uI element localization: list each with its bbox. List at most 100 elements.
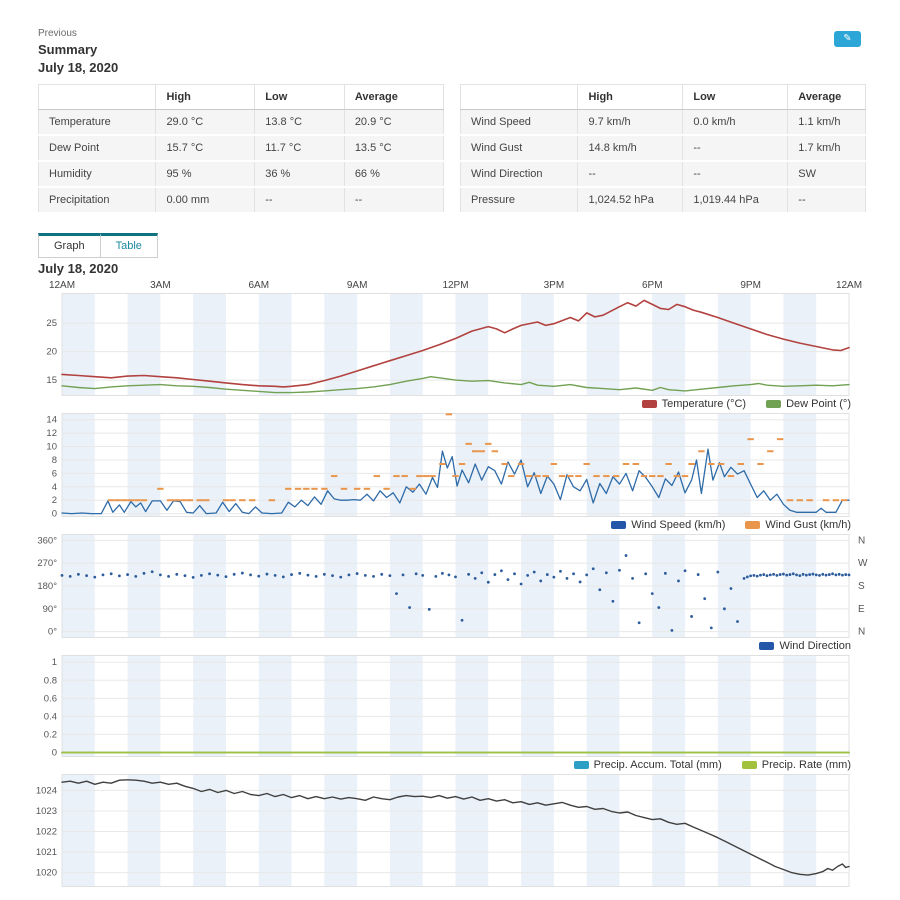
table-row: Wind Speed 9.7 km/h 0.0 km/h 1.1 km/h: [460, 109, 866, 135]
time-axis-label: 12AM: [835, 280, 863, 291]
summary-table-header-cell: Low: [682, 84, 788, 110]
row-value: 0.0 km/h: [682, 109, 788, 135]
wind-plot: 0 2 4 6 8 10 12 14: [46, 413, 850, 517]
svg-text:E: E: [858, 604, 865, 615]
svg-text:1022: 1022: [36, 827, 57, 838]
row-value: --: [787, 187, 866, 213]
summary-table-right: High Low Average Wind Speed 9.7 km/h 0.0 km/h…: [460, 84, 866, 214]
wind-chart: 0 2 4 6 8 10 12 14 Wind Speed (km/h) Wind Gust (k…: [28, 413, 896, 534]
row-value: 20.9 °C: [343, 109, 444, 135]
row-label: Humidity: [49, 168, 92, 180]
legend-swatch: [766, 400, 782, 408]
svg-text:2: 2: [52, 495, 57, 506]
legend-item: Wind Direction: [759, 640, 851, 652]
row-value: --: [577, 161, 683, 187]
time-axis-label: 3PM: [543, 280, 565, 291]
legend-swatch: [745, 521, 761, 529]
svg-text:0.4: 0.4: [44, 711, 57, 722]
table-row: Wind Direction -- -- SW: [460, 161, 866, 187]
svg-text:12: 12: [46, 428, 57, 439]
row-value: 0.00 mm: [155, 187, 255, 213]
svg-text:6: 6: [52, 468, 57, 479]
page-date: July 18, 2020: [38, 60, 119, 75]
row-value: 1.1 km/h: [787, 109, 866, 135]
time-axis-label: 6AM: [248, 280, 270, 291]
precip-legend: Precip. Accum. Total (mm) Precip. Rate (m…: [28, 757, 896, 774]
time-axis-label: 9AM: [346, 280, 368, 291]
row-value: 1,024.52 hPa: [577, 187, 683, 213]
svg-text:S: S: [858, 581, 865, 592]
precip-plot: 1 0.8 0.6 0.4 0.2 0: [44, 655, 850, 757]
time-axis-label: 12AM: [48, 280, 76, 291]
time-axis-label: 12PM: [442, 280, 469, 291]
row-value: --: [682, 135, 788, 161]
time-axis: 12AM 3AM 6AM 9AM 12PM 3PM 6PM 9PM 12AM: [28, 280, 896, 293]
page-title: Summary: [38, 42, 98, 57]
row-label: Wind Direction: [471, 168, 543, 180]
edit-button[interactable]: ✎: [834, 31, 861, 47]
legend-swatch: [573, 761, 589, 769]
row-value: 66 %: [343, 161, 444, 187]
page-header: Previous Summary July 18, 2020: [38, 28, 118, 75]
summary-table-header-cell: High: [577, 84, 683, 110]
row-label: Temperature: [49, 116, 111, 128]
summary-table-header-cell: [460, 84, 578, 110]
svg-text:0.8: 0.8: [44, 675, 57, 686]
svg-text:1: 1: [52, 657, 57, 668]
row-value: 1,019.44 hPa: [682, 187, 788, 213]
svg-text:0.2: 0.2: [44, 729, 57, 740]
svg-text:8: 8: [52, 455, 57, 466]
svg-text:N: N: [858, 627, 865, 638]
svg-text:180°: 180°: [37, 581, 57, 592]
legend-swatch: [611, 521, 627, 529]
svg-text:0: 0: [52, 509, 57, 517]
svg-text:1021: 1021: [36, 847, 57, 858]
svg-text:0: 0: [52, 747, 57, 757]
svg-text:360°: 360°: [37, 535, 57, 546]
legend-item: Dew Point (°): [766, 398, 851, 410]
view-tabs: Graph Table: [38, 233, 158, 258]
row-value: --: [343, 187, 444, 213]
row-value: 29.0 °C: [155, 109, 255, 135]
table-row: Humidity 95 % 36 % 66 %: [38, 161, 444, 187]
svg-text:10: 10: [46, 442, 57, 453]
pressure-chart: 1024 1023 1022 1021 1020: [28, 774, 896, 887]
previous-link[interactable]: Previous: [38, 28, 77, 39]
tab-graph[interactable]: Graph: [38, 233, 101, 258]
row-label: Dew Point: [49, 142, 100, 154]
legend-label: Precip. Rate (mm): [761, 759, 851, 771]
summary-table-header-cell: Average: [343, 84, 444, 110]
svg-text:N: N: [858, 535, 865, 546]
wind-direction-legend: Wind Direction: [28, 638, 896, 655]
legend-label: Precip. Accum. Total (mm): [593, 759, 722, 771]
svg-text:90°: 90°: [43, 604, 58, 615]
legend-label: Wind Direction: [779, 640, 851, 652]
table-row: Pressure 1,024.52 hPa 1,019.44 hPa --: [460, 187, 866, 213]
temperature-plot: 15 20 25: [46, 293, 850, 396]
table-row: Wind Gust 14.8 km/h -- 1.7 km/h: [460, 135, 866, 161]
summary-table-header-cell: Average: [787, 84, 866, 110]
svg-text:20: 20: [46, 347, 57, 358]
legend-label: Temperature (°C): [661, 398, 747, 410]
row-label: Wind Speed: [471, 116, 531, 128]
row-value: 15.7 °C: [155, 135, 255, 161]
legend-label: Wind Gust (km/h): [765, 519, 851, 531]
legend-swatch: [759, 642, 775, 650]
row-value: 11.7 °C: [254, 135, 345, 161]
summary-table-header-cell: High: [155, 84, 255, 110]
legend-item: Wind Gust (km/h): [745, 519, 851, 531]
svg-text:1023: 1023: [36, 806, 57, 817]
graph-date-heading: July 18, 2020: [38, 261, 119, 276]
summary-table-header-cell: Low: [254, 84, 345, 110]
row-value: 95 %: [155, 161, 255, 187]
summary-table-left: High Low Average Temperature 29.0 °C 13.8 °C 2…: [38, 84, 444, 214]
pressure-plot: 1024 1023 1022 1021 1020: [36, 774, 850, 887]
time-axis-label: 9PM: [740, 280, 761, 291]
tab-table[interactable]: Table: [99, 233, 158, 258]
legend-item: Precip. Accum. Total (mm): [573, 759, 722, 771]
row-label: Precipitation: [49, 194, 110, 206]
legend-swatch: [741, 761, 757, 769]
row-value: SW: [787, 161, 866, 187]
svg-text:15: 15: [46, 375, 57, 386]
